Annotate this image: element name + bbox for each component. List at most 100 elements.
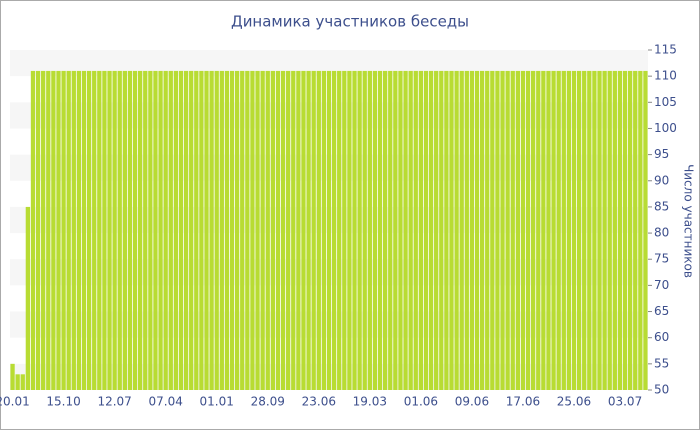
bar <box>464 70 469 390</box>
x-tick-label: 01.06 <box>404 395 438 409</box>
bar <box>189 70 194 390</box>
bar <box>240 70 245 390</box>
bar <box>102 70 107 390</box>
bar <box>643 70 648 390</box>
bar <box>132 70 138 390</box>
bar <box>367 70 372 390</box>
y-tick-label: 110 <box>654 69 677 83</box>
x-tick-label: 01.01 <box>200 395 234 409</box>
bar <box>316 70 321 390</box>
bar <box>418 70 424 390</box>
bar <box>168 70 173 390</box>
bar <box>199 70 204 390</box>
bar <box>490 70 495 390</box>
bar <box>286 70 291 390</box>
y-tick-label: 70 <box>654 278 669 292</box>
bar <box>81 70 87 390</box>
bar <box>270 70 275 390</box>
y-tick-label: 115 <box>654 43 677 57</box>
bar <box>41 70 46 390</box>
y-tick-label: 105 <box>654 95 677 109</box>
bar <box>576 70 582 390</box>
x-tick-label: 19.03 <box>353 395 387 409</box>
bar <box>280 70 286 390</box>
bar <box>434 70 439 390</box>
bar <box>86 70 92 390</box>
bar <box>439 70 444 390</box>
bar <box>617 70 623 390</box>
bar <box>485 70 490 390</box>
bar <box>163 70 168 390</box>
bar <box>383 70 388 390</box>
x-tick-label: 20.01 <box>0 395 30 409</box>
bar <box>255 70 260 390</box>
y-tick-label: 85 <box>654 199 669 213</box>
bar <box>30 70 36 390</box>
bar <box>148 70 153 390</box>
bar <box>204 70 209 390</box>
bar <box>275 70 281 390</box>
y-tick-label: 90 <box>654 173 669 187</box>
bar <box>71 70 76 390</box>
bar <box>92 70 97 390</box>
bar <box>582 70 587 390</box>
bar <box>51 70 56 390</box>
x-tick-label: 23.06 <box>302 395 336 409</box>
bar <box>638 70 643 390</box>
bar <box>326 70 332 390</box>
bar <box>138 70 143 390</box>
bar <box>143 70 148 390</box>
bar <box>245 70 250 390</box>
bar <box>398 70 403 390</box>
bar <box>265 70 270 390</box>
bar <box>56 70 61 390</box>
bar <box>61 70 66 390</box>
x-tick-label: 09.06 <box>455 395 489 409</box>
bar <box>561 70 566 390</box>
bar <box>627 70 633 390</box>
bar <box>459 70 464 390</box>
bar <box>10 363 15 390</box>
bar <box>495 70 500 390</box>
x-tick-label: 17.06 <box>506 395 540 409</box>
bar <box>525 70 531 390</box>
bar <box>25 206 31 390</box>
bar <box>158 70 163 390</box>
bar <box>357 70 362 390</box>
bar <box>505 70 510 390</box>
bar <box>214 70 219 390</box>
bar <box>551 70 556 390</box>
bar <box>413 70 418 390</box>
x-tick-label: 03.07 <box>608 395 642 409</box>
bar <box>76 70 82 390</box>
bar <box>556 70 561 390</box>
bar <box>173 70 179 390</box>
bar <box>342 70 347 390</box>
bar <box>428 70 434 390</box>
bar <box>296 70 301 390</box>
bar <box>183 70 189 390</box>
bar <box>612 70 617 390</box>
bar <box>449 70 454 390</box>
x-tick-label: 28.09 <box>251 395 285 409</box>
y-axis-label: Число участников <box>682 164 696 278</box>
bar <box>393 70 398 390</box>
bar <box>122 70 127 390</box>
bar <box>35 70 41 390</box>
bar <box>403 70 408 390</box>
bar <box>622 70 628 390</box>
bar <box>291 70 296 390</box>
bar <box>321 70 327 390</box>
x-tick-label: 15.10 <box>46 395 80 409</box>
bar <box>97 70 102 390</box>
bar <box>352 70 357 390</box>
bar <box>602 70 607 390</box>
bar <box>260 70 265 390</box>
y-tick-label: 60 <box>654 330 669 344</box>
y-tick-label: 50 <box>654 383 669 397</box>
bar <box>301 70 306 390</box>
y-tick-label: 95 <box>654 147 669 161</box>
bar <box>20 374 25 390</box>
